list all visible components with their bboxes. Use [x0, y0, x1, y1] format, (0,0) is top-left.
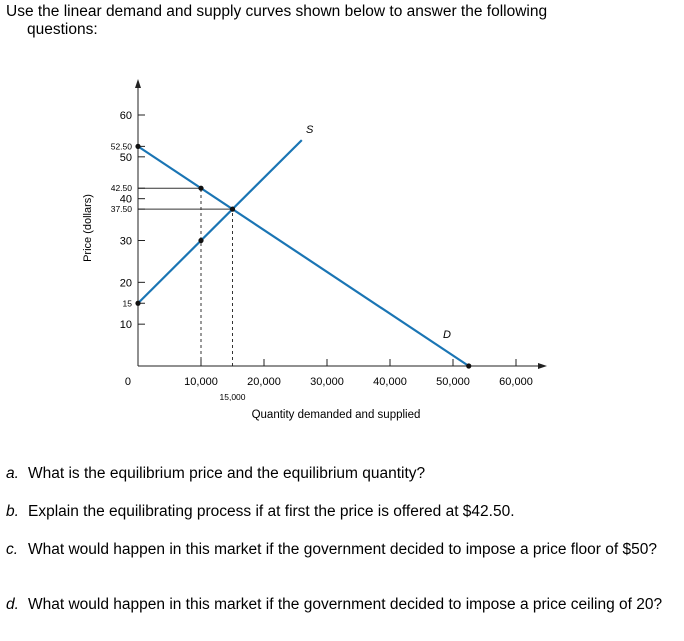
guide-lines	[138, 187, 233, 366]
data-point	[466, 363, 472, 369]
x-tick-label: 50,000	[436, 376, 470, 388]
y-tick-label: 15	[123, 298, 133, 308]
demand-curve-label: D	[443, 329, 451, 341]
x-axis-arrow	[538, 363, 547, 369]
question-a-text: What is the equilibrium price and the eq…	[28, 465, 426, 482]
x-tick-label: 10,000	[184, 376, 218, 388]
y-tick-label: 20	[120, 277, 132, 289]
y-axis-label: Price (dollars)	[82, 194, 94, 262]
x-tick-label: 60,000	[499, 376, 533, 388]
y-tick-label: 52.50	[111, 141, 133, 151]
x-axis-label: Quantity demanded and supplied	[252, 409, 421, 421]
chart-axes	[135, 79, 547, 369]
x-tick-label: 20,000	[247, 376, 281, 388]
question-c-letter: c.	[6, 541, 19, 558]
x-tick-label: 15,000	[220, 392, 246, 402]
y-tick-label: 37.50	[111, 204, 133, 214]
intro-text: Use the linear demand and supply curves …	[6, 3, 666, 39]
data-point	[198, 185, 204, 191]
question-c-text: What would happen in this market if the …	[28, 541, 657, 558]
y-tick-label: 50	[120, 152, 132, 164]
question-d-letter: d.	[6, 596, 19, 613]
y-axis-arrow	[135, 79, 141, 88]
data-point	[135, 300, 141, 306]
data-point	[229, 206, 236, 212]
x-tick-label: 30,000	[310, 376, 344, 388]
data-point	[198, 237, 204, 244]
y-tick-label: 30	[120, 236, 132, 248]
y-tick-label: 40	[120, 194, 132, 206]
question-d-text: What would happen in this market if the …	[28, 596, 663, 613]
intro-line-2: questions:	[27, 21, 98, 38]
question-a-letter: a.	[6, 465, 19, 482]
question-b-letter: b.	[6, 503, 19, 520]
intro-line-1: Use the linear demand and supply curves …	[6, 3, 548, 20]
question-b-text: Explain the equilibrating process if at …	[28, 503, 515, 520]
y-tick-label: 10	[120, 319, 132, 331]
data-point	[135, 143, 141, 149]
x-tick-label: 40,000	[373, 376, 407, 388]
supply-curve	[137, 139, 303, 305]
y-tick-label: 0	[125, 376, 131, 388]
y-tick-label: 60	[120, 110, 132, 122]
chart-curves	[137, 139, 470, 367]
y-tick-label: 42.50	[111, 183, 133, 193]
chart-points	[135, 143, 472, 369]
supply-curve-label: S	[306, 124, 314, 136]
demand-curve	[137, 145, 470, 367]
